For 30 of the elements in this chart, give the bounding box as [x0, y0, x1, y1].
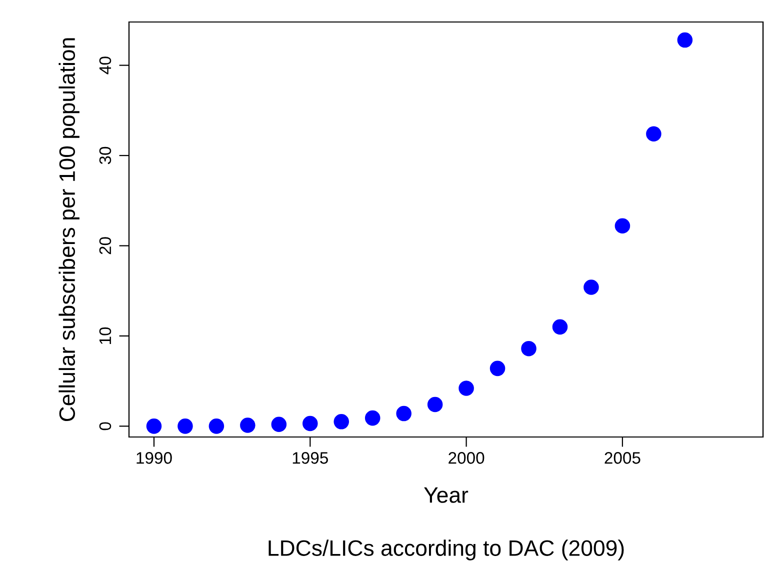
point	[178, 418, 193, 434]
point	[302, 416, 318, 432]
y-axis-title: Cellular subscribers per 100 population	[58, 38, 80, 422]
y-tick-label: 10	[99, 327, 112, 344]
point	[146, 418, 162, 434]
y-tick-label: 30	[99, 146, 112, 164]
point	[490, 360, 506, 376]
point	[240, 418, 256, 433]
point	[646, 126, 662, 142]
y-tick-label: 20	[99, 237, 112, 254]
x-axis-title: Year	[424, 487, 468, 503]
y-tick-label: 40	[99, 56, 112, 74]
point	[271, 416, 287, 432]
point	[614, 218, 630, 234]
point	[458, 380, 474, 396]
x-tick-label: 1990	[136, 452, 172, 464]
point	[521, 340, 536, 356]
point	[208, 418, 224, 434]
point	[677, 32, 693, 48]
x-tick-label: 2005	[604, 452, 640, 464]
point	[396, 406, 412, 422]
point	[334, 414, 350, 430]
point	[584, 280, 599, 295]
x-tick-label: 2000	[448, 452, 484, 464]
point	[427, 396, 443, 412]
point	[552, 319, 568, 335]
text: LDCs/LICs according to DAC (2009)	[268, 540, 624, 560]
y-tick-label: 0	[99, 422, 112, 430]
point	[364, 410, 380, 426]
x-tick-label: 1995	[292, 452, 328, 464]
